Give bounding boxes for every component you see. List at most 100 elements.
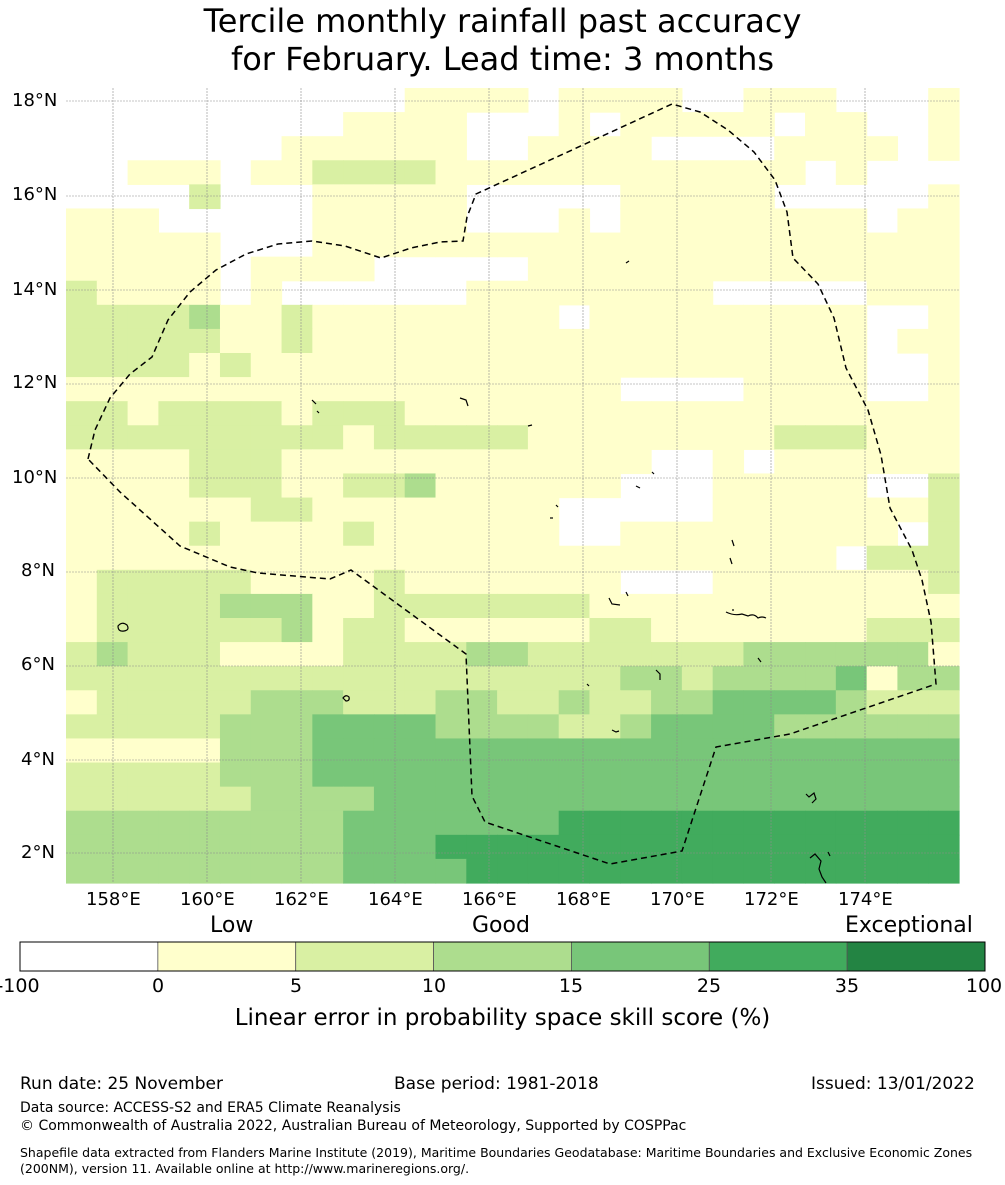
skill-cell	[158, 280, 190, 306]
skill-cell	[866, 232, 899, 258]
skill-cell	[281, 353, 313, 378]
skill-cell	[774, 690, 806, 715]
skill-cell	[343, 762, 375, 788]
skill-cell	[558, 810, 591, 836]
skill-cell	[312, 184, 344, 210]
skill-cell	[466, 521, 498, 547]
skill-cell	[897, 618, 929, 643]
skill-cell	[343, 112, 375, 137]
skill-cell	[589, 618, 621, 643]
skill-cell	[743, 666, 775, 691]
skill-cell	[312, 569, 344, 595]
skill-cell	[250, 810, 283, 836]
skill-cell	[558, 208, 591, 234]
skill-cell	[774, 328, 806, 354]
skill-cell	[343, 642, 375, 667]
skill-cell	[435, 666, 467, 691]
skill-cell	[281, 425, 313, 450]
skill-cell	[312, 160, 344, 185]
skill-cell	[527, 642, 560, 667]
skill-cell	[189, 786, 221, 812]
skill-cell	[620, 642, 652, 667]
skill-cell	[681, 642, 714, 667]
skill-cell	[127, 714, 159, 740]
skill-cell	[558, 545, 591, 571]
skill-cell	[527, 232, 560, 258]
skill-cell	[743, 425, 775, 450]
skill-cell	[435, 497, 467, 523]
skill-cell	[805, 618, 837, 643]
skill-cell	[435, 810, 467, 836]
skill-cell	[681, 593, 714, 619]
skill-cell	[805, 304, 837, 330]
skill-cell	[651, 714, 683, 740]
skill-cell	[651, 160, 683, 185]
colorbar-segment	[295, 941, 434, 972]
colorbar-tick: 10	[421, 975, 447, 997]
skill-cell	[373, 714, 406, 740]
skill-cell	[343, 401, 375, 426]
skill-cell	[651, 618, 683, 643]
skill-cell	[897, 280, 929, 306]
skill-cell	[343, 810, 375, 836]
skill-cell	[897, 232, 929, 258]
skill-cell	[466, 232, 498, 258]
skill-cell	[805, 521, 837, 547]
skill-cell	[127, 569, 159, 595]
skill-cell	[250, 328, 283, 354]
skill-cell	[620, 184, 652, 210]
skill-cell	[558, 618, 591, 643]
skill-cell	[219, 858, 252, 884]
skill-cell	[712, 810, 745, 836]
skill-cell	[404, 521, 437, 547]
skill-cell	[250, 762, 283, 788]
skill-cell	[774, 304, 806, 330]
skill-cell	[866, 858, 899, 884]
skill-cell	[66, 425, 98, 450]
skill-cell	[743, 834, 775, 860]
skill-cell	[373, 208, 406, 234]
skill-cell	[712, 425, 745, 450]
skill-cell	[805, 425, 837, 450]
skill-cell	[96, 449, 129, 475]
skill-cell	[835, 232, 868, 258]
skill-cell	[466, 449, 498, 475]
skill-cell	[466, 425, 498, 450]
skill-cell	[250, 280, 283, 306]
skill-cell	[651, 112, 683, 137]
skill-cell	[404, 858, 437, 884]
skill-cell	[712, 569, 745, 595]
skill-cell	[96, 762, 129, 788]
skill-cell	[835, 425, 868, 450]
skill-cell	[497, 858, 529, 884]
skill-cell	[835, 353, 868, 378]
skill-cell	[435, 569, 467, 595]
skill-cell	[558, 786, 591, 812]
skill-cell	[250, 473, 283, 499]
lon-label: 174°E	[838, 889, 893, 910]
skill-cell	[158, 304, 190, 330]
skill-cell	[96, 401, 129, 426]
lat-label: 18°N	[12, 90, 58, 111]
skill-cell	[250, 666, 283, 691]
skill-cell	[219, 786, 252, 812]
lon-label: 168°E	[556, 889, 611, 910]
skill-cell	[527, 425, 560, 450]
skill-cell	[897, 810, 929, 836]
skill-cell	[620, 425, 652, 450]
skill-cell	[774, 208, 806, 234]
skill-cell	[897, 690, 929, 715]
skill-cell	[312, 690, 344, 715]
skill-cell	[466, 497, 498, 523]
skill-cell	[373, 497, 406, 523]
skill-cell	[897, 425, 929, 450]
skill-cell	[404, 208, 437, 234]
skill-cell	[897, 401, 929, 426]
skill-cell	[620, 208, 652, 234]
skill-cell	[281, 160, 313, 185]
skill-cell	[127, 208, 159, 234]
skill-cell	[312, 304, 344, 330]
colorbar-segment	[19, 941, 159, 972]
skill-cell	[589, 593, 621, 619]
